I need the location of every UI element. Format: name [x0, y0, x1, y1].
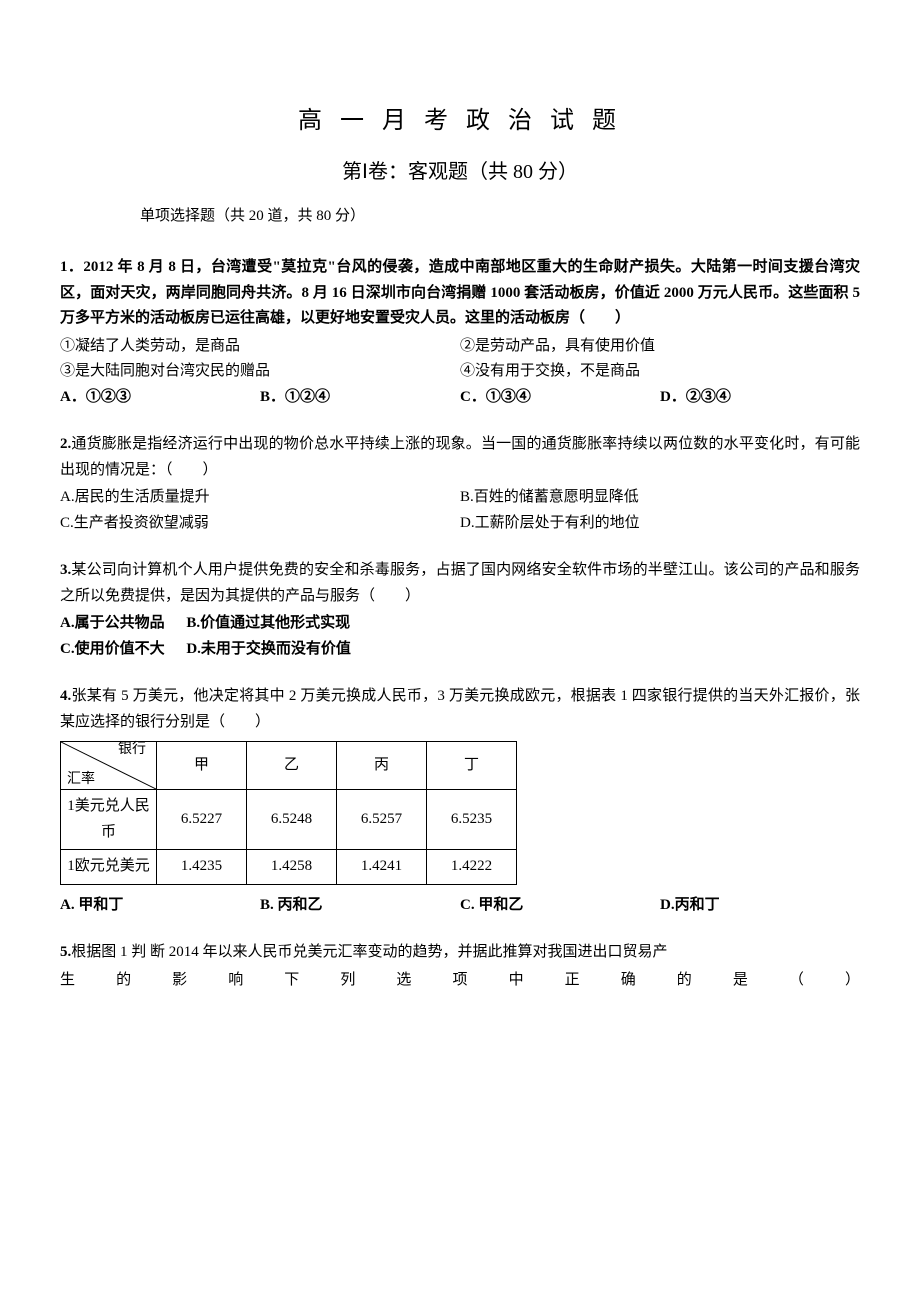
option-c: C.生产者投资欲望减弱 [60, 511, 460, 537]
page-title: 高 一 月 考 政 治 试 题 [60, 100, 860, 135]
option-d: D.丙和丁 [660, 893, 860, 919]
option-a: A.属于公共物品 [60, 615, 165, 631]
cell: 1.4241 [337, 850, 427, 885]
col-header: 丙 [337, 742, 427, 790]
table-row: 1欧元兑美元 1.4235 1.4258 1.4241 1.4222 [61, 850, 517, 885]
cell: 1.4258 [247, 850, 337, 885]
option-d: D.工薪阶层处于有利的地位 [460, 511, 860, 537]
option-a: A. 甲和丁 [60, 893, 260, 919]
option-b: B.百姓的储蓄意愿明显降低 [460, 485, 860, 511]
option-d: D．②③④ [660, 385, 860, 411]
question-text: 某公司向计算机个人用户提供免费的安全和杀毒服务，占据了国内网络安全软件市场的半壁… [60, 562, 860, 604]
cell: 6.5257 [337, 790, 427, 850]
question-stem: 3.某公司向计算机个人用户提供免费的安全和杀毒服务，占据了国内网络安全软件市场的… [60, 558, 860, 609]
sub-item-4: ④没有用于交换，不是商品 [460, 359, 860, 385]
question-stem: 4.张某有 5 万美元，他决定将其中 2 万美元换成人民币，3 万美元换成欧元，… [60, 684, 860, 735]
option-c: C.使用价值不大 [60, 641, 165, 657]
option-c: C. 甲和乙 [460, 893, 660, 919]
table-header-row: 银行 汇率 甲 乙 丙 丁 [61, 742, 517, 790]
question-stem: 1．2012 年 8 月 8 日，台湾遭受"莫拉克"台风的侵袭，造成中南部地区重… [60, 255, 860, 332]
question-number: 1． [60, 259, 83, 275]
option-b: B.价值通过其他形式实现 [186, 615, 350, 631]
col-header: 乙 [247, 742, 337, 790]
cell: 6.5248 [247, 790, 337, 850]
cell: 1.4222 [427, 850, 517, 885]
option-a: A.居民的生活质量提升 [60, 485, 460, 511]
sub-item-2: ②是劳动产品，具有使用价值 [460, 334, 860, 360]
sub-item-row: ①凝结了人类劳动，是商品 ②是劳动产品，具有使用价值 [60, 334, 860, 360]
col-header: 丁 [427, 742, 517, 790]
options: A.居民的生活质量提升 B.百姓的储蓄意愿明显降低 C.生产者投资欲望减弱 D.… [60, 485, 860, 536]
cell: 1.4235 [157, 850, 247, 885]
question-5: 5.根据图 1 判 断 2014 年以来人民币兑美元汇率变动的趋势，并据此推算对… [60, 940, 860, 993]
options-line-1: A.属于公共物品 B.价值通过其他形式实现 [60, 611, 860, 637]
question-text: 2012 年 8 月 8 日，台湾遭受"莫拉克"台风的侵袭，造成中南部地区重大的… [60, 259, 860, 326]
question-number: 5. [60, 944, 71, 960]
question-number: 4. [60, 688, 71, 704]
corner-label-top: 银行 [118, 742, 146, 759]
row-label: 1美元兑人民币 [61, 790, 157, 850]
option-d: D.未用于交换而没有价值 [186, 641, 351, 657]
question-3: 3.某公司向计算机个人用户提供免费的安全和杀毒服务，占据了国内网络安全软件市场的… [60, 558, 860, 662]
col-header: 甲 [157, 742, 247, 790]
options-line-2: C.使用价值不大 D.未用于交换而没有价值 [60, 637, 860, 663]
sub-item-row: ③是大陆同胞对台湾灾民的赠品 ④没有用于交换，不是商品 [60, 359, 860, 385]
option-b: B. 丙和乙 [260, 893, 460, 919]
table-corner-cell: 银行 汇率 [61, 742, 157, 790]
question-stem: 5.根据图 1 判 断 2014 年以来人民币兑美元汇率变动的趋势，并据此推算对… [60, 940, 860, 966]
table-row: 1美元兑人民币 6.5227 6.5248 6.5257 6.5235 [61, 790, 517, 850]
row-label: 1欧元兑美元 [61, 850, 157, 885]
section-title: 第Ⅰ卷：客观题（共 80 分） [60, 155, 860, 184]
options: A．①②③ B．①②④ C．①③④ D．②③④ [60, 385, 860, 411]
question-stem: 2.通货膨胀是指经济运行中出现的物价总水平持续上涨的现象。当一国的通货膨胀率持续… [60, 432, 860, 483]
question-text: 张某有 5 万美元，他决定将其中 2 万美元换成人民币，3 万美元换成欧元，根据… [60, 688, 860, 730]
sub-item-1: ①凝结了人类劳动，是商品 [60, 334, 460, 360]
cell: 6.5227 [157, 790, 247, 850]
question-text-line1: 根据图 1 判 断 2014 年以来人民币兑美元汇率变动的趋势，并据此推算对我国… [71, 944, 667, 960]
option-c: C．①③④ [460, 385, 660, 411]
option-a: A．①②③ [60, 385, 260, 411]
corner-label-bottom: 汇率 [67, 772, 95, 789]
option-b: B．①②④ [260, 385, 460, 411]
cell: 6.5235 [427, 790, 517, 850]
exchange-rate-table: 银行 汇率 甲 乙 丙 丁 1美元兑人民币 6.5227 6.5248 6.52… [60, 741, 517, 885]
question-number: 2. [60, 436, 71, 452]
question-1: 1．2012 年 8 月 8 日，台湾遭受"莫拉克"台风的侵袭，造成中南部地区重… [60, 255, 860, 410]
question-text: 通货膨胀是指经济运行中出现的物价总水平持续上涨的现象。当一国的通货膨胀率持续以两… [60, 436, 860, 478]
options: A. 甲和丁 B. 丙和乙 C. 甲和乙 D.丙和丁 [60, 893, 860, 919]
question-number: 3. [60, 562, 71, 578]
section-instruction: 单项选择题（共 20 道，共 80 分） [140, 204, 860, 225]
sub-item-3: ③是大陆同胞对台湾灾民的赠品 [60, 359, 460, 385]
question-text-line2: 生的影响下列选项中正确的是（） [60, 968, 860, 994]
question-4: 4.张某有 5 万美元，他决定将其中 2 万美元换成人民币，3 万美元换成欧元，… [60, 684, 860, 918]
question-2: 2.通货膨胀是指经济运行中出现的物价总水平持续上涨的现象。当一国的通货膨胀率持续… [60, 432, 860, 536]
